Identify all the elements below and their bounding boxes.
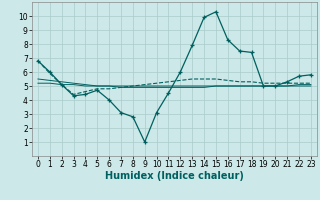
X-axis label: Humidex (Indice chaleur): Humidex (Indice chaleur) <box>105 171 244 181</box>
